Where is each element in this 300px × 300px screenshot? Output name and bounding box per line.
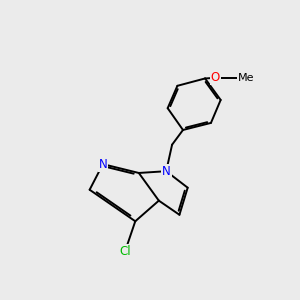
Text: Me: Me: [238, 73, 255, 83]
Text: O: O: [211, 71, 220, 84]
Text: N: N: [162, 165, 171, 178]
Text: N: N: [98, 158, 107, 171]
Text: Cl: Cl: [119, 245, 131, 258]
